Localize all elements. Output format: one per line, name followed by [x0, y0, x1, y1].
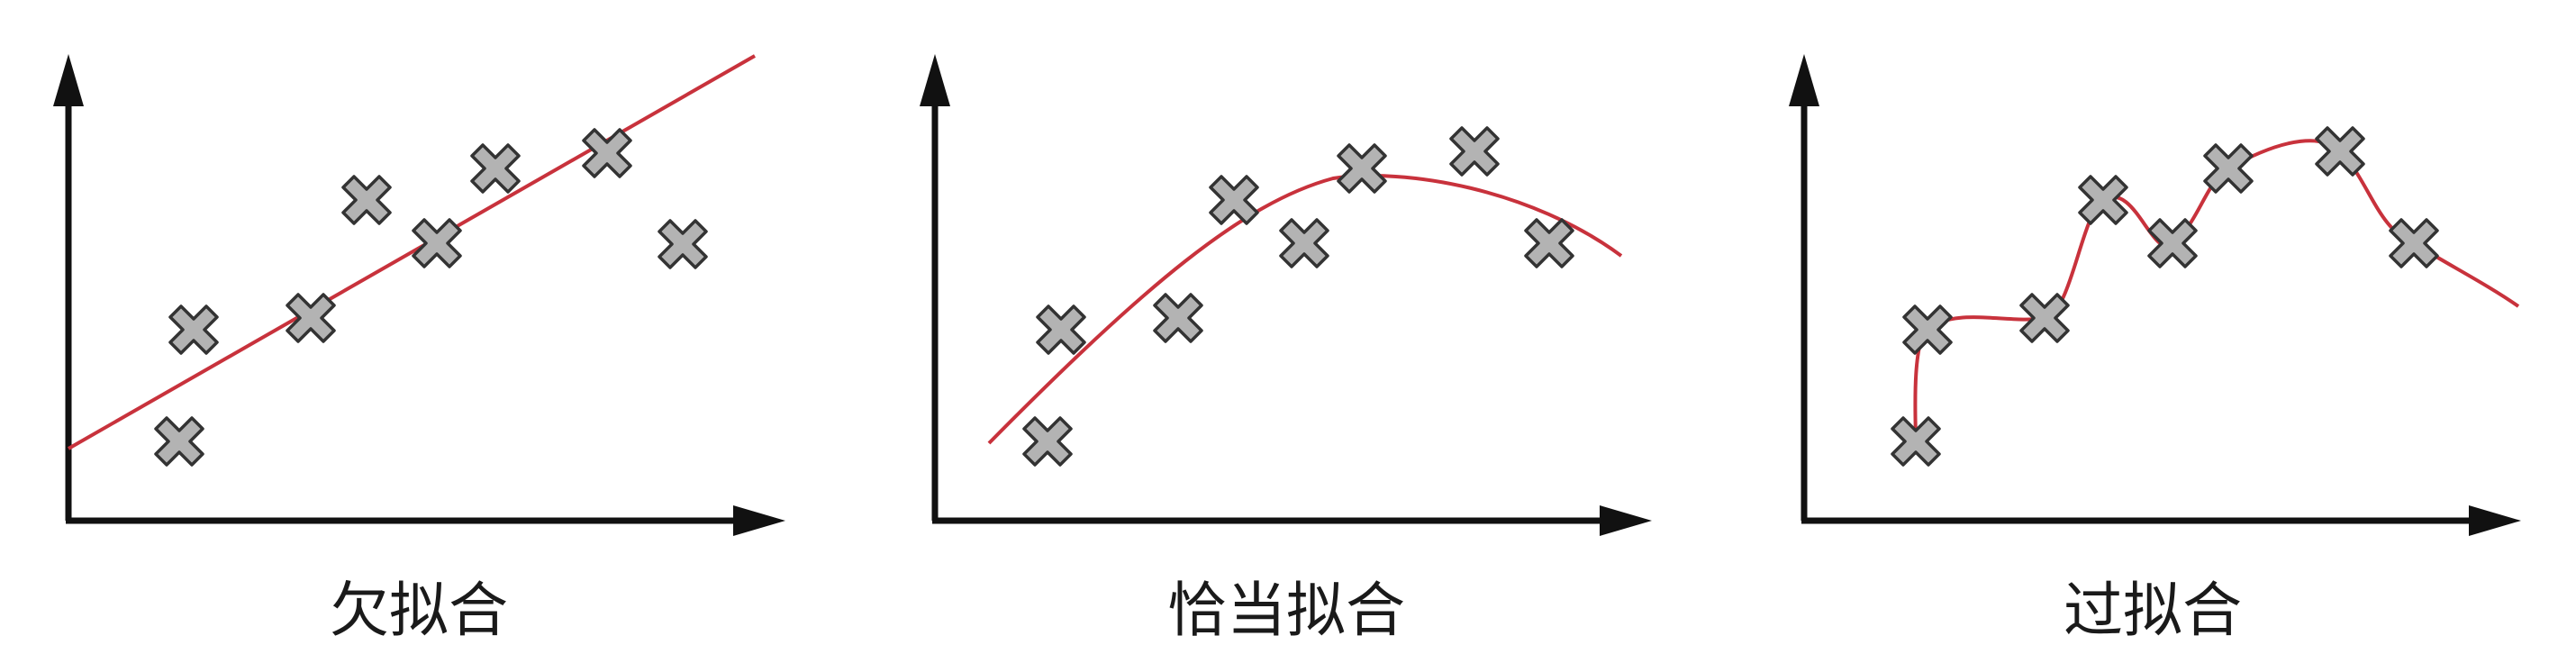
data-point: [1524, 218, 1574, 268]
data-point: [2315, 126, 2365, 177]
data-point: [2203, 143, 2254, 194]
axes: [920, 54, 1652, 536]
data-point: [341, 175, 392, 225]
y-axis-arrow: [920, 54, 950, 106]
data-point: [1209, 175, 1259, 225]
data-point: [1022, 416, 1073, 467]
data-point: [2389, 218, 2439, 268]
data-point: [1902, 304, 1953, 355]
panel-underfit: 欠拟合: [53, 54, 785, 645]
caption-overfit: 过拟合: [2064, 576, 2242, 645]
data-point: [154, 416, 204, 467]
panel-good-fit: 恰当拟合: [920, 54, 1652, 645]
data-point: [2147, 218, 2198, 268]
axes: [1789, 54, 2521, 536]
caption-good-fit: 恰当拟合: [1167, 576, 1405, 645]
x-axis-arrow: [2469, 505, 2521, 536]
data-point: [1449, 126, 1500, 177]
data-point: [658, 219, 708, 269]
data-points: [154, 128, 708, 467]
data-point: [470, 143, 521, 194]
data-points: [1891, 126, 2439, 467]
data-point: [582, 128, 632, 178]
data-point: [1279, 218, 1329, 268]
data-point: [168, 304, 219, 355]
x-axis-arrow: [733, 505, 785, 536]
fit-line: [68, 54, 756, 450]
panel-overfit: 过拟合: [1789, 54, 2521, 645]
axes: [53, 54, 785, 536]
y-axis-arrow: [1789, 54, 1819, 106]
data-point: [1153, 293, 1203, 343]
data-points: [1022, 126, 1574, 467]
data-point: [1337, 143, 1387, 194]
x-axis-arrow: [1600, 505, 1652, 536]
caption-underfit: 欠拟合: [330, 576, 508, 645]
data-point: [1036, 304, 1086, 355]
y-axis-arrow: [53, 54, 84, 106]
data-point: [412, 218, 462, 268]
fit-curve: [987, 174, 1623, 445]
